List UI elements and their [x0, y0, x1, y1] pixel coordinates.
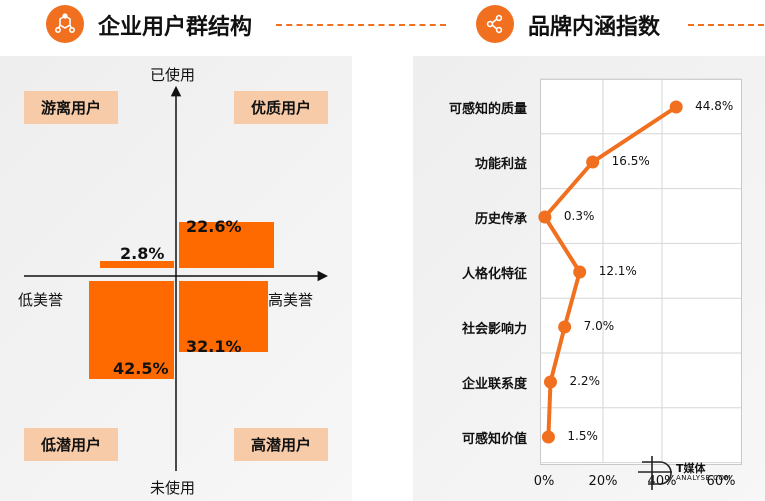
category-label: 历史传承 — [474, 212, 527, 227]
data-point — [573, 265, 587, 279]
x-tick-label: 20% — [588, 474, 618, 489]
logo-name: T媒体 — [676, 462, 706, 475]
category-label: 可感知价值 — [461, 432, 527, 447]
page-title-brand-index: 品牌内涵指数 — [528, 15, 661, 40]
bar-label-free-users: 2.8% — [120, 244, 165, 263]
data-point — [538, 210, 552, 224]
axis-label-top: 已使用 — [150, 66, 196, 84]
bar-high-potential-users — [179, 281, 268, 352]
hexagon-molecule-icon — [46, 5, 84, 43]
category-label: 人格化特征 — [461, 267, 527, 282]
quadrant-axes — [24, 85, 329, 471]
category-label: 功能利益 — [474, 157, 527, 172]
value-label: 7.0% — [583, 319, 615, 333]
value-label: 2.2% — [569, 374, 600, 388]
bar-label-low-potential-users: 42.5% — [113, 359, 169, 378]
quadrant-label-top-left: 游离用户 — [24, 91, 118, 124]
bar-label-quality-users: 22.6% — [186, 217, 242, 236]
quadrant-label-bottom-left: 低潜用户 — [24, 428, 118, 461]
share-nodes-icon — [476, 5, 514, 43]
quadrant-label-top-right: 优质用户 — [234, 91, 328, 124]
category-label: 可感知的质量 — [448, 102, 527, 117]
data-point — [669, 100, 683, 114]
value-label: 12.1% — [598, 264, 637, 278]
quadrant-label-bottom-right: 高潜用户 — [234, 428, 328, 461]
data-point — [558, 320, 572, 334]
bar-free-users — [100, 260, 174, 268]
t-media-logo: T媒体 ANALYSE.COM — [636, 452, 746, 492]
logo-subtitle: ANALYSE.COM — [676, 474, 732, 482]
page-title-user-structure: 企业用户群结构 — [98, 15, 253, 40]
value-label: 0.3% — [563, 209, 595, 223]
bar-label-high-potential-users: 32.1% — [186, 337, 242, 356]
category-label: 企业联系度 — [461, 377, 527, 392]
header-divider-left — [276, 24, 446, 26]
axis-label-left: 低美誉 — [18, 291, 64, 309]
category-label: 社会影响力 — [461, 322, 527, 337]
value-label: 44.8% — [695, 99, 734, 113]
bar-quality-users — [179, 221, 274, 268]
bar-low-potential-users — [89, 281, 174, 379]
x-tick-label: 60% — [706, 474, 736, 489]
data-point — [541, 430, 555, 444]
x-tick-label: 0% — [533, 474, 555, 489]
value-label: 16.5% — [611, 154, 650, 168]
value-label: 1.5% — [567, 429, 598, 443]
axis-label-bottom: 未使用 — [150, 479, 196, 497]
data-point — [586, 155, 600, 169]
header-divider-right — [688, 24, 764, 26]
axis-label-right: 高美誉 — [268, 291, 314, 309]
data-point — [543, 375, 557, 389]
